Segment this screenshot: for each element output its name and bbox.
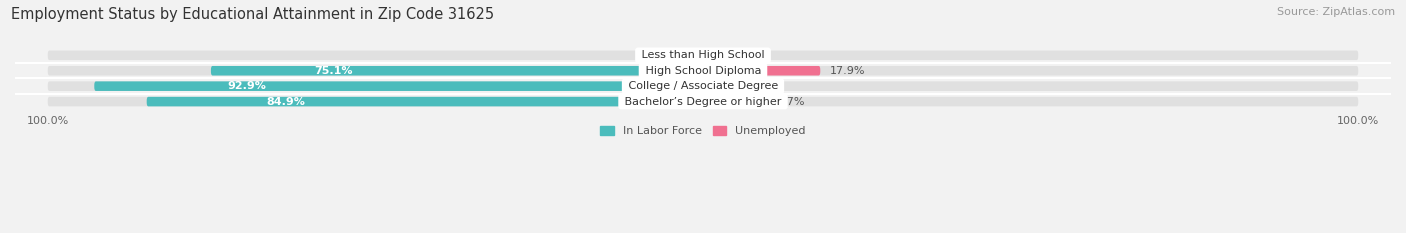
FancyBboxPatch shape: [48, 66, 1358, 75]
Text: 17.9%: 17.9%: [830, 66, 866, 76]
FancyBboxPatch shape: [703, 97, 766, 106]
FancyBboxPatch shape: [48, 97, 1358, 106]
Text: 84.9%: 84.9%: [266, 97, 305, 106]
FancyBboxPatch shape: [48, 51, 1358, 60]
FancyBboxPatch shape: [146, 97, 703, 106]
Text: Source: ZipAtlas.com: Source: ZipAtlas.com: [1277, 7, 1395, 17]
Legend: In Labor Force, Unemployed: In Labor Force, Unemployed: [596, 121, 810, 140]
Text: 0.0%: 0.0%: [662, 50, 690, 60]
Text: Less than High School: Less than High School: [638, 50, 768, 60]
Text: Bachelor’s Degree or higher: Bachelor’s Degree or higher: [621, 97, 785, 106]
FancyBboxPatch shape: [211, 66, 703, 75]
Text: College / Associate Degree: College / Associate Degree: [624, 81, 782, 91]
Text: High School Diploma: High School Diploma: [641, 66, 765, 76]
FancyBboxPatch shape: [703, 66, 820, 75]
Text: 9.7%: 9.7%: [776, 97, 804, 106]
Text: 0.0%: 0.0%: [716, 50, 744, 60]
Text: Employment Status by Educational Attainment in Zip Code 31625: Employment Status by Educational Attainm…: [11, 7, 495, 22]
FancyBboxPatch shape: [48, 81, 1358, 91]
Text: 0.0%: 0.0%: [716, 81, 744, 91]
FancyBboxPatch shape: [94, 81, 703, 91]
Text: 92.9%: 92.9%: [226, 81, 266, 91]
Text: 75.1%: 75.1%: [315, 66, 353, 76]
